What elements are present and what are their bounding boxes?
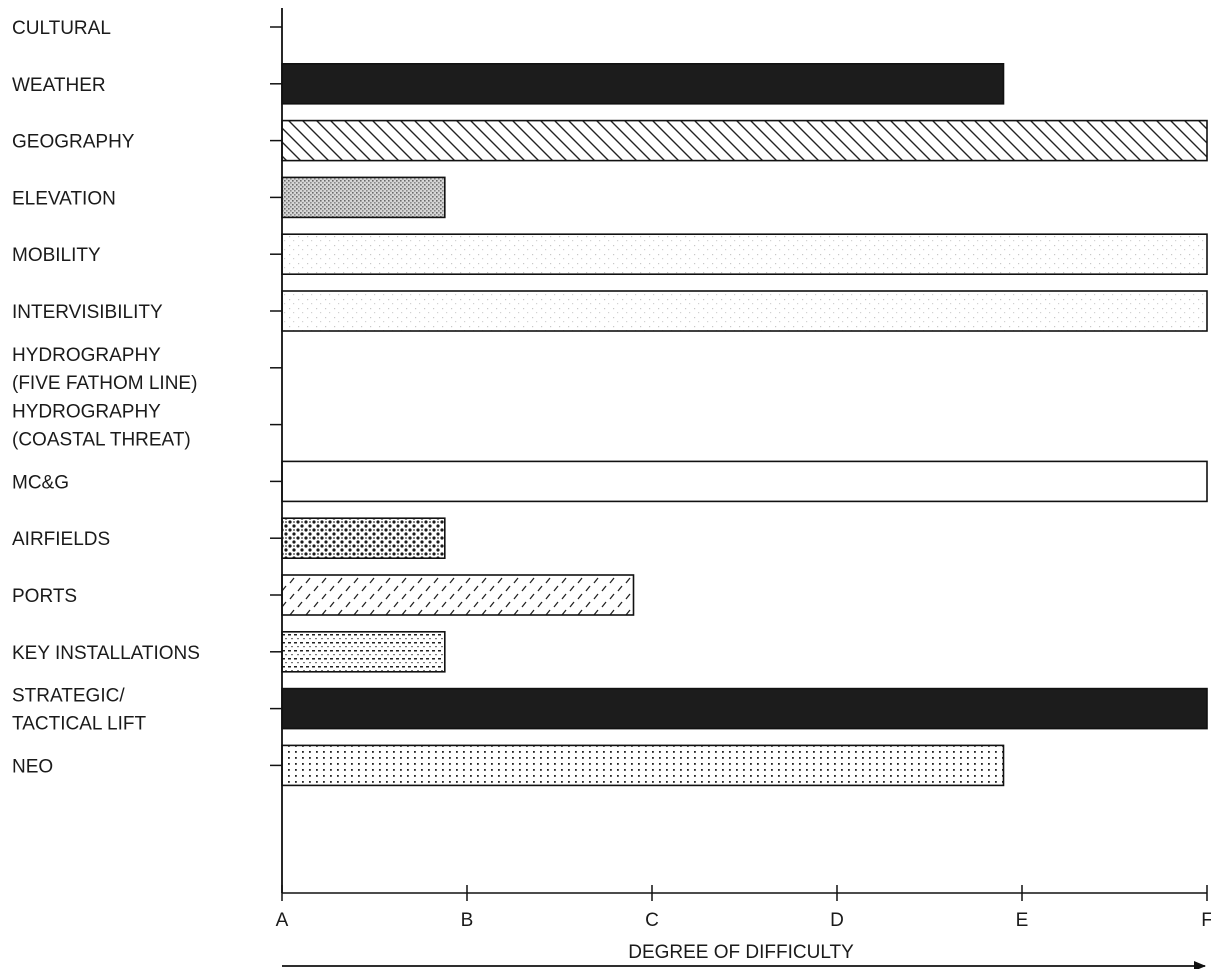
category-label-weather: WEATHER	[12, 75, 106, 96]
category-label-intervisibility: INTERVISIBILITY	[12, 302, 163, 323]
x-tick-label-f: F	[1201, 910, 1211, 931]
bar-ports	[281, 574, 635, 616]
category-label-elevation: ELEVATION	[12, 188, 116, 209]
x-tick-label-a: A	[276, 910, 289, 931]
category-label-line: KEY INSTALLATIONS	[12, 643, 200, 664]
category-label-line: (COASTAL THREAT)	[12, 430, 191, 451]
category-label-ports: PORTS	[12, 586, 77, 607]
category-label-geography: GEOGRAPHY	[12, 132, 135, 153]
x-tick-label-e: E	[1016, 910, 1029, 931]
category-label-line: HYDROGRAPHY	[12, 345, 161, 366]
category-label-mc-g: MC&G	[12, 472, 69, 493]
category-label-airfields: AIRFIELDS	[12, 529, 110, 550]
category-label-line: TACTICAL LIFT	[12, 714, 146, 735]
x-tick-label-b: B	[461, 910, 474, 931]
x-axis-title: DEGREE OF DIFFICULTY	[628, 942, 854, 963]
bar-intervisibility	[281, 290, 1208, 332]
category-label-line: STRATEGIC/	[12, 686, 125, 707]
bar-elevation	[281, 176, 446, 219]
bar-weather	[281, 62, 1005, 105]
category-label-hydrography-five-fathom-line: HYDROGRAPHY (FIVE FATHOM LINE)	[12, 345, 197, 394]
bar-geography	[281, 119, 1208, 162]
bar-strategic-tactical-lift	[281, 687, 1208, 730]
bar-airfields	[281, 517, 446, 560]
bar-mobility	[281, 233, 1208, 275]
category-label-neo: NEO	[12, 756, 53, 777]
category-label-cultural: CULTURAL	[12, 18, 111, 39]
category-label-line: AIRFIELDS	[12, 529, 110, 550]
category-label-line: NEO	[12, 756, 53, 777]
category-label-mobility: MOBILITY	[12, 245, 101, 266]
category-label-line: CULTURAL	[12, 18, 111, 39]
category-label-line: ELEVATION	[12, 188, 116, 209]
bar-neo	[281, 744, 1005, 787]
bar-mc-g	[281, 460, 1208, 503]
x-tick-label-c: C	[645, 910, 659, 931]
category-label-line: HYDROGRAPHY	[12, 402, 161, 423]
category-label-line: MOBILITY	[12, 245, 101, 266]
category-label-hydrography-coastal-threat: HYDROGRAPHY (COASTAL THREAT)	[12, 402, 191, 451]
category-label-line: WEATHER	[12, 75, 106, 96]
category-label-strategic-tactical-lift: STRATEGIC/TACTICAL LIFT	[12, 686, 146, 735]
category-label-line: MC&G	[12, 472, 69, 493]
category-label-line: GEOGRAPHY	[12, 132, 135, 153]
bar-key-installations	[281, 630, 446, 673]
category-label-line: PORTS	[12, 586, 77, 607]
category-label-line: INTERVISIBILITY	[12, 302, 163, 323]
category-label-key-installations: KEY INSTALLATIONS	[12, 643, 200, 664]
x-tick-label-d: D	[830, 910, 844, 931]
category-label-line: (FIVE FATHOM LINE)	[12, 373, 197, 394]
